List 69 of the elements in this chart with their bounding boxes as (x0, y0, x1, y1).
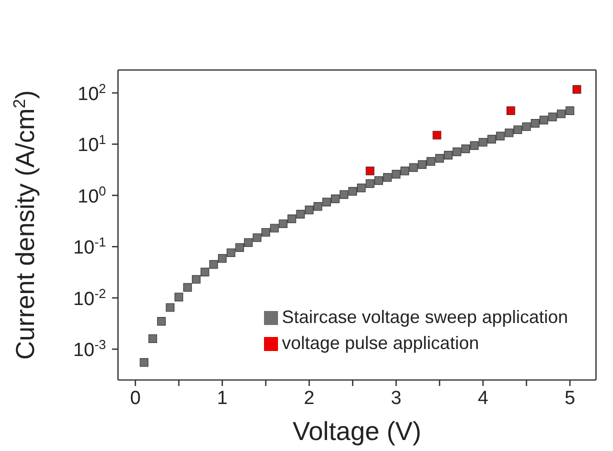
x-tick-label: 2 (304, 388, 314, 409)
y-tick-label: 10$^{-2}$ (73, 285, 106, 310)
point (296, 210, 305, 218)
point (314, 202, 322, 211)
x-tick-label: 5 (564, 388, 576, 409)
point (566, 106, 574, 115)
point (322, 198, 331, 206)
point (192, 275, 201, 284)
point (470, 141, 479, 150)
point (409, 163, 418, 172)
point (530, 119, 540, 128)
y-tick-label: 10$^{-1}$ (73, 234, 106, 259)
x-tick-label: 1 (217, 388, 228, 409)
point (252, 233, 262, 242)
point (478, 138, 488, 147)
point (522, 122, 531, 131)
point (400, 166, 410, 176)
x-tick-label: 0 (130, 388, 141, 409)
x-axis-title: Voltage (V) (292, 416, 422, 446)
point (218, 254, 227, 263)
point (418, 160, 426, 169)
point (556, 110, 566, 118)
point (572, 85, 582, 94)
point (452, 147, 462, 156)
point (432, 130, 442, 140)
point (348, 187, 357, 196)
y-tick-label: 10$^{-3}$ (73, 336, 106, 362)
point (487, 134, 496, 144)
point (235, 243, 244, 252)
point (278, 219, 288, 228)
legend-label: voltage pulse application (282, 333, 479, 353)
point (383, 173, 392, 182)
point (392, 170, 400, 178)
point (504, 128, 514, 138)
point (157, 316, 166, 326)
y-tick-label: 10$^{2}$ (78, 80, 106, 105)
point (140, 358, 148, 367)
point (270, 224, 279, 232)
point (426, 157, 436, 166)
point (226, 248, 236, 258)
point (174, 292, 184, 302)
point (548, 112, 557, 122)
point (288, 214, 296, 224)
point (366, 166, 374, 176)
point (444, 150, 453, 160)
point (330, 194, 340, 204)
point (374, 176, 384, 185)
legend-label: Staircase voltage sweep application (282, 307, 568, 327)
point (496, 132, 505, 140)
point (340, 190, 348, 199)
point (513, 125, 522, 134)
point (148, 334, 158, 343)
point (261, 228, 270, 237)
point (435, 154, 444, 163)
point (540, 116, 548, 124)
y-tick-label: 10$^{0}$ (78, 182, 106, 208)
x-tick-label: 3 (390, 388, 402, 409)
point (183, 283, 192, 292)
point (461, 144, 470, 154)
point (506, 106, 516, 115)
point (200, 268, 210, 276)
point (357, 184, 366, 192)
point (166, 303, 174, 312)
point (244, 238, 253, 247)
x-tick-label: 4 (478, 388, 489, 409)
point (209, 260, 218, 269)
y-tick-label: 10$^{1}$ (78, 132, 106, 156)
point (304, 206, 314, 214)
point (366, 179, 374, 188)
